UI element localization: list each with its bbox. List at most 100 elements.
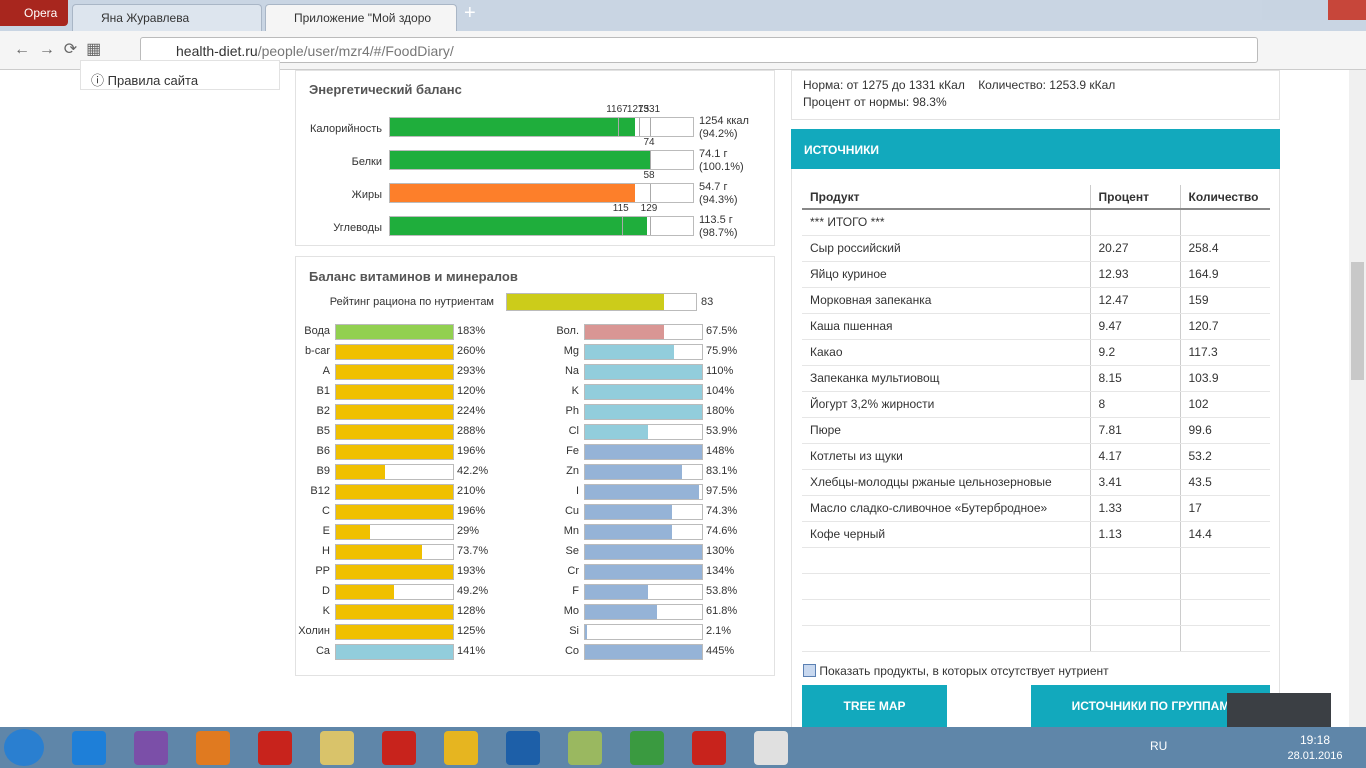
bar (336, 525, 370, 539)
taskbar-icon[interactable] (320, 731, 354, 765)
table-cell (802, 573, 1090, 600)
chat-widget[interactable] (1227, 693, 1331, 729)
sources-table: Продукт Процент Количество *** ИТОГО *** Сыр… (802, 185, 1270, 652)
bar-box (584, 484, 703, 500)
norm-label: 74 (643, 137, 655, 148)
nutrient-name: K (322, 605, 330, 617)
taskbar-icon[interactable] (134, 731, 168, 765)
bar-box (584, 644, 703, 660)
nutrient-percent: 75.9% (706, 345, 738, 357)
column-header[interactable]: Продукт (802, 185, 1090, 210)
bar-box (335, 424, 454, 440)
scrollbar[interactable] (1349, 70, 1366, 727)
nutrient-percent: 110% (706, 365, 734, 377)
nutrient-name: b-car (304, 345, 330, 357)
nutrient-name: Cu (564, 505, 579, 517)
table-cell: 12.93 (1089, 261, 1180, 288)
sidebar-link[interactable]: Правила сайта (107, 73, 199, 88)
rating-value: 83 (701, 296, 714, 308)
taskbar-icon[interactable] (258, 731, 292, 765)
row-label: Калорийность (309, 123, 382, 135)
nutrient-percent: 61.8% (706, 605, 738, 617)
table-cell: 99.6 (1179, 417, 1270, 444)
table-cell: 7.81 (1089, 417, 1180, 444)
sources-header: ИСТОЧНИКИ (791, 129, 1280, 169)
taskbar-icon[interactable] (382, 731, 416, 765)
bar (585, 345, 674, 359)
norm-label: 58 (643, 170, 655, 181)
new-tab[interactable]: + (464, 2, 476, 24)
tab[interactable]: Яна Журавлева (72, 4, 262, 31)
sidebar-item[interactable]: ⓘ Правила сайта (80, 60, 280, 90)
bar (336, 625, 453, 639)
panel-title: Энергетический баланс (309, 82, 462, 97)
table-row: Морковная запеканка 12.47 159 (802, 287, 1270, 314)
table-cell: 3.41 (1089, 469, 1180, 496)
column-header[interactable]: Процент (1089, 185, 1180, 210)
percent: (100.1%) (699, 161, 744, 173)
opera-menu[interactable]: Opera (0, 0, 68, 26)
taskbar-icon[interactable] (444, 731, 478, 765)
bar-box (584, 504, 703, 520)
table-cell: Запеканка мультиовощ (802, 365, 1090, 392)
table-cell: 8.15 (1089, 365, 1180, 392)
checkbox-row[interactable]: Показать продукты, в которых отсутствует… (803, 664, 1109, 678)
bar (585, 565, 702, 579)
norm: Норма: от 1275 до 1331 кКал (803, 78, 965, 92)
checkbox[interactable] (803, 664, 816, 677)
bar-box (584, 624, 703, 640)
norm-line (639, 118, 641, 136)
column-header[interactable]: Количество (1179, 185, 1270, 210)
taskbar-icon[interactable] (754, 731, 788, 765)
table-cell (802, 599, 1090, 626)
nutrient-percent: 183% (457, 325, 486, 337)
nutrient-percent: 42.2% (457, 465, 489, 477)
norm-line (650, 151, 651, 169)
bar (585, 405, 702, 419)
panel-title: Баланс витаминов и минералов (309, 269, 518, 284)
taskbar-icon[interactable] (72, 731, 106, 765)
url-path: /people/user/mzr4/#/FoodDiary/ (257, 43, 454, 59)
table-cell: 1.33 (1089, 495, 1180, 522)
close-window[interactable] (1328, 0, 1366, 20)
table-cell: 164.9 (1179, 261, 1270, 288)
table-cell: Морковная запеканка (802, 287, 1090, 314)
checkbox-label[interactable]: Показать продукты, в которых отсутствует… (819, 664, 1109, 678)
nav-buttons[interactable]: ← → ⟳ ▦ (14, 41, 102, 58)
table-cell: Сыр российский (802, 235, 1090, 262)
bar (585, 385, 702, 399)
bar-box (584, 524, 703, 540)
nutrient-percent: 193% (457, 565, 486, 577)
bar (336, 505, 453, 519)
bar (336, 565, 453, 579)
scroll-thumb[interactable] (1351, 262, 1364, 380)
bar-box (335, 644, 454, 660)
taskbar-icon[interactable] (196, 731, 230, 765)
bar-box (584, 384, 703, 400)
taskbar-icon[interactable] (568, 731, 602, 765)
bar (585, 325, 664, 339)
norm-panel: Норма: от 1275 до 1331 кКал Количество: … (791, 70, 1280, 120)
table-cell (1179, 599, 1270, 626)
taskbar-icon[interactable] (630, 731, 664, 765)
start-button[interactable] (4, 729, 44, 766)
nutrient-percent: 120% (457, 385, 486, 397)
bar-box (584, 424, 703, 440)
nutrient-name: Cr (567, 565, 579, 577)
taskbar-icon[interactable] (692, 731, 726, 765)
bar-box (335, 344, 454, 360)
clock[interactable]: 19:18 28.01.2016 (1280, 733, 1350, 764)
button[interactable]: TREE MAP (802, 685, 947, 727)
nutrient-name: Холин (298, 625, 330, 637)
url-field[interactable]: health-diet.ru/people/user/mzr4/#/FoodDi… (140, 37, 1258, 63)
table-cell (802, 547, 1090, 574)
norm-line (621, 217, 623, 235)
language[interactable]: RU (1150, 739, 1168, 753)
tab-active[interactable]: Приложение "Мой здоро (265, 4, 457, 31)
table-cell: 9.47 (1089, 313, 1180, 340)
table-row: Запеканка мультиовощ 8.15 103.9 (802, 365, 1270, 392)
nutrient-percent: 49.2% (457, 585, 489, 597)
taskbar-icon[interactable] (506, 731, 540, 765)
nutrient-percent: 180% (706, 405, 735, 417)
nutrient-percent: 125% (457, 625, 486, 637)
